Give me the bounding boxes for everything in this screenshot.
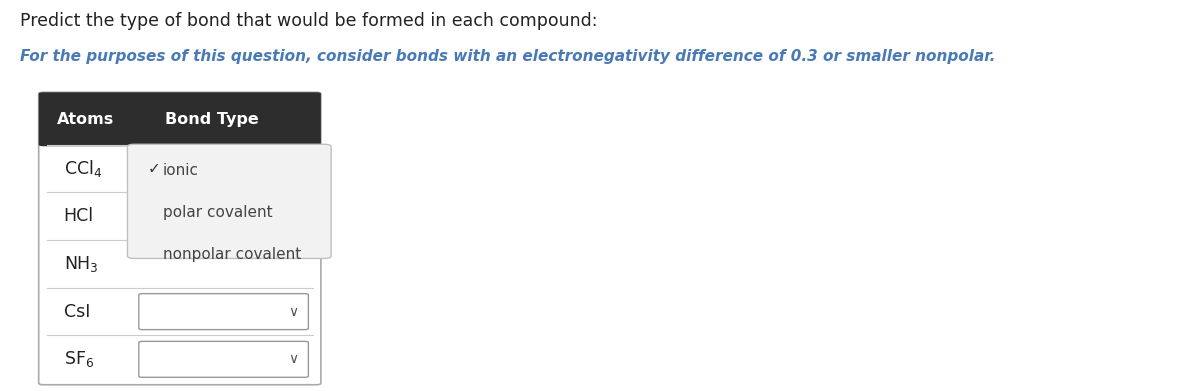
Text: ∨: ∨ <box>288 305 299 319</box>
Text: For the purposes of this question, consider bonds with an electronegativity diff: For the purposes of this question, consi… <box>20 49 996 64</box>
FancyBboxPatch shape <box>139 341 308 377</box>
Text: ionic: ionic <box>163 163 199 178</box>
Text: Atoms: Atoms <box>56 112 114 127</box>
Text: Predict the type of bond that would be formed in each compound:: Predict the type of bond that would be f… <box>20 12 598 30</box>
FancyBboxPatch shape <box>38 92 320 385</box>
Text: SF$_6$: SF$_6$ <box>64 349 94 369</box>
Text: CCl$_4$: CCl$_4$ <box>64 158 102 179</box>
Text: Bond Type: Bond Type <box>164 112 259 127</box>
Bar <box>43 122 317 145</box>
FancyBboxPatch shape <box>38 92 320 146</box>
Text: polar covalent: polar covalent <box>163 205 272 221</box>
Text: ∨: ∨ <box>288 352 299 366</box>
Text: ✓: ✓ <box>148 161 161 176</box>
Text: HCl: HCl <box>64 207 94 225</box>
FancyBboxPatch shape <box>139 294 308 330</box>
FancyBboxPatch shape <box>127 144 331 258</box>
Text: CsI: CsI <box>64 303 90 321</box>
Text: nonpolar covalent: nonpolar covalent <box>163 248 301 262</box>
Text: NH$_3$: NH$_3$ <box>64 254 98 274</box>
